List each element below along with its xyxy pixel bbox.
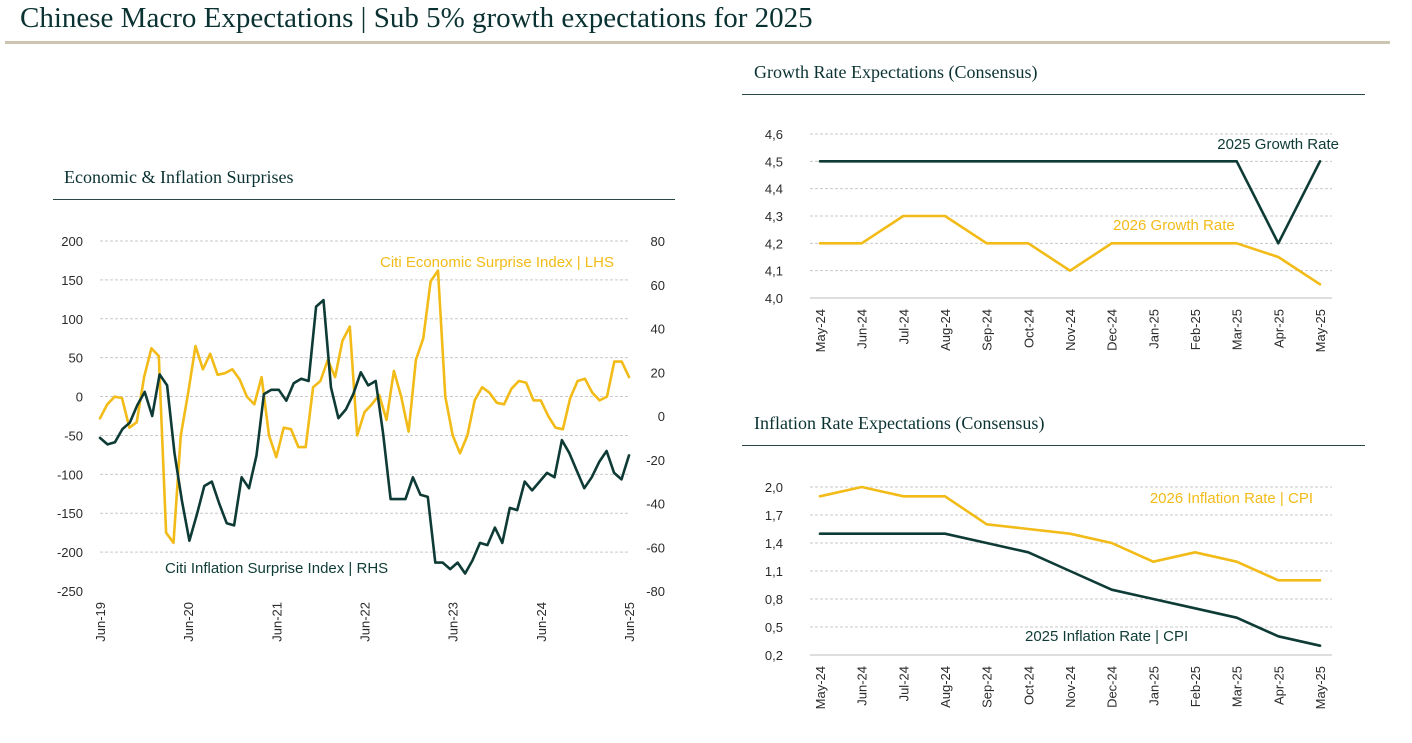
inflation-x-tick-label: Feb-25 xyxy=(1188,666,1203,707)
surprises-left-tick-label: 0 xyxy=(76,390,83,405)
surprises-x-tick-label: Jun-21 xyxy=(269,602,284,642)
surprises-x-tick-label: Jun-20 xyxy=(181,602,196,642)
growth-title-divider xyxy=(742,94,1365,95)
inflation-x-tick-label: Dec-24 xyxy=(1105,666,1120,708)
inflation-x-tick-label: Jul-24 xyxy=(896,666,911,701)
growth-y-tick-label: 4,1 xyxy=(765,264,783,279)
inflation-x-tick-label: Mar-25 xyxy=(1230,666,1245,707)
surprises-left-tick-label: -150 xyxy=(57,506,83,521)
surprises-right-tick-label: -60 xyxy=(646,540,665,555)
surprises-left-tick-label: 150 xyxy=(61,273,83,288)
growth-2025-series-label: 2025 Growth Rate xyxy=(1217,136,1339,153)
inflation-x-tick-label: Sep-24 xyxy=(980,666,995,708)
economic-surprise-series-label: Citi Economic Surprise Index | LHS xyxy=(380,254,614,271)
inflation-x-tick-label: May-25 xyxy=(1313,666,1328,709)
growth-x-tick-label: Feb-25 xyxy=(1188,309,1203,350)
title-divider xyxy=(5,41,1390,44)
growth-x-tick-label: Nov-24 xyxy=(1063,309,1078,351)
inflation-surprise-series-label: Citi Inflation Surprise Index | RHS xyxy=(165,560,388,577)
surprises-x-tick-label: Jun-19 xyxy=(93,602,108,642)
surprises-title-divider xyxy=(53,199,675,200)
surprises-left-tick-label: 200 xyxy=(61,234,83,249)
growth-x-tick-label: Jan-25 xyxy=(1146,309,1161,349)
inflation-2025-series-label: 2025 Inflation Rate | CPI xyxy=(1025,628,1188,645)
inflation-x-tick-label: Jun-24 xyxy=(855,666,870,706)
growth-y-tick-label: 4,6 xyxy=(765,127,783,142)
growth-x-tick-label: Mar-25 xyxy=(1230,309,1245,350)
surprises-right-tick-label: 60 xyxy=(651,278,665,293)
inflation-y-tick-label: 1,7 xyxy=(765,508,783,523)
surprises-right-tick-label: -80 xyxy=(646,584,665,599)
growth-x-tick-label: May-25 xyxy=(1313,309,1328,352)
growth-x-tick-label: Apr-25 xyxy=(1271,309,1286,348)
surprises-right-tick-label: 40 xyxy=(651,322,665,337)
inflation-y-tick-label: 0,8 xyxy=(765,592,783,607)
growth-x-tick-label: Jul-24 xyxy=(896,309,911,344)
growth-x-tick-label: Aug-24 xyxy=(938,309,953,351)
inflation-chart-title: Inflation Rate Expectations (Consensus) xyxy=(754,413,1045,433)
inflation-x-tick-label: Oct-24 xyxy=(1021,666,1036,705)
inflation-y-tick-label: 0,5 xyxy=(765,620,783,635)
surprises-right-tick-label: 20 xyxy=(651,365,665,380)
surprises-series-line xyxy=(98,298,631,575)
inflation-y-tick-label: 0,2 xyxy=(765,648,783,663)
growth-chart-title: Growth Rate Expectations (Consensus) xyxy=(754,62,1038,82)
inflation-2026-series-label: 2026 Inflation Rate | CPI xyxy=(1150,490,1313,507)
surprises-x-tick-label: Jun-22 xyxy=(358,602,373,642)
surprises-left-tick-label: -50 xyxy=(64,428,83,443)
inflation-series-line xyxy=(818,532,1322,648)
surprises-right-tick-label: -20 xyxy=(646,453,665,468)
growth-2026-series-label: 2026 Growth Rate xyxy=(1113,217,1235,234)
growth-x-tick-label: Jun-24 xyxy=(855,309,870,349)
surprises-chart-title: Economic & Inflation Surprises xyxy=(64,167,294,187)
inflation-x-tick-label: May-24 xyxy=(813,666,828,709)
surprises-left-tick-label: -250 xyxy=(57,584,83,599)
growth-y-tick-label: 4,5 xyxy=(765,154,783,169)
surprises-left-tick-label: 100 xyxy=(61,312,83,327)
growth-y-tick-label: 4,4 xyxy=(765,182,783,197)
surprises-x-tick-label: Jun-25 xyxy=(622,602,637,642)
growth-series-line xyxy=(818,214,1322,286)
surprises-x-tick-label: Jun-24 xyxy=(534,602,549,642)
inflation-x-tick-label: Jan-25 xyxy=(1146,666,1161,706)
page-title: Chinese Macro Expectations | Sub 5% grow… xyxy=(20,2,813,34)
growth-y-tick-label: 4,3 xyxy=(765,209,783,224)
inflation-y-tick-label: 1,1 xyxy=(765,564,783,579)
surprises-right-tick-label: 0 xyxy=(658,409,665,424)
surprises-x-tick-label: Jun-23 xyxy=(446,602,461,642)
growth-y-tick-label: 4,0 xyxy=(765,291,783,306)
inflation-x-tick-label: Aug-24 xyxy=(938,666,953,708)
surprises-left-tick-label: -200 xyxy=(57,545,83,560)
surprises-left-tick-label: -100 xyxy=(57,467,83,482)
growth-x-tick-label: May-24 xyxy=(813,309,828,352)
surprises-right-tick-label: 80 xyxy=(651,234,665,249)
surprises-series-line xyxy=(98,269,631,545)
surprises-left-tick-label: 50 xyxy=(69,351,83,366)
inflation-x-tick-label: Nov-24 xyxy=(1063,666,1078,708)
growth-y-tick-label: 4,2 xyxy=(765,236,783,251)
inflation-y-tick-label: 2,0 xyxy=(765,480,783,495)
inflation-x-tick-label: Apr-25 xyxy=(1271,666,1286,705)
growth-series-line xyxy=(818,160,1322,245)
growth-x-tick-label: Oct-24 xyxy=(1021,309,1036,348)
surprises-right-tick-label: -40 xyxy=(646,497,665,512)
inflation-y-tick-label: 1,4 xyxy=(765,536,783,551)
inflation-title-divider xyxy=(742,445,1365,446)
growth-x-tick-label: Dec-24 xyxy=(1105,309,1120,351)
inflation-series-line xyxy=(818,485,1322,582)
growth-x-tick-label: Sep-24 xyxy=(980,309,995,351)
